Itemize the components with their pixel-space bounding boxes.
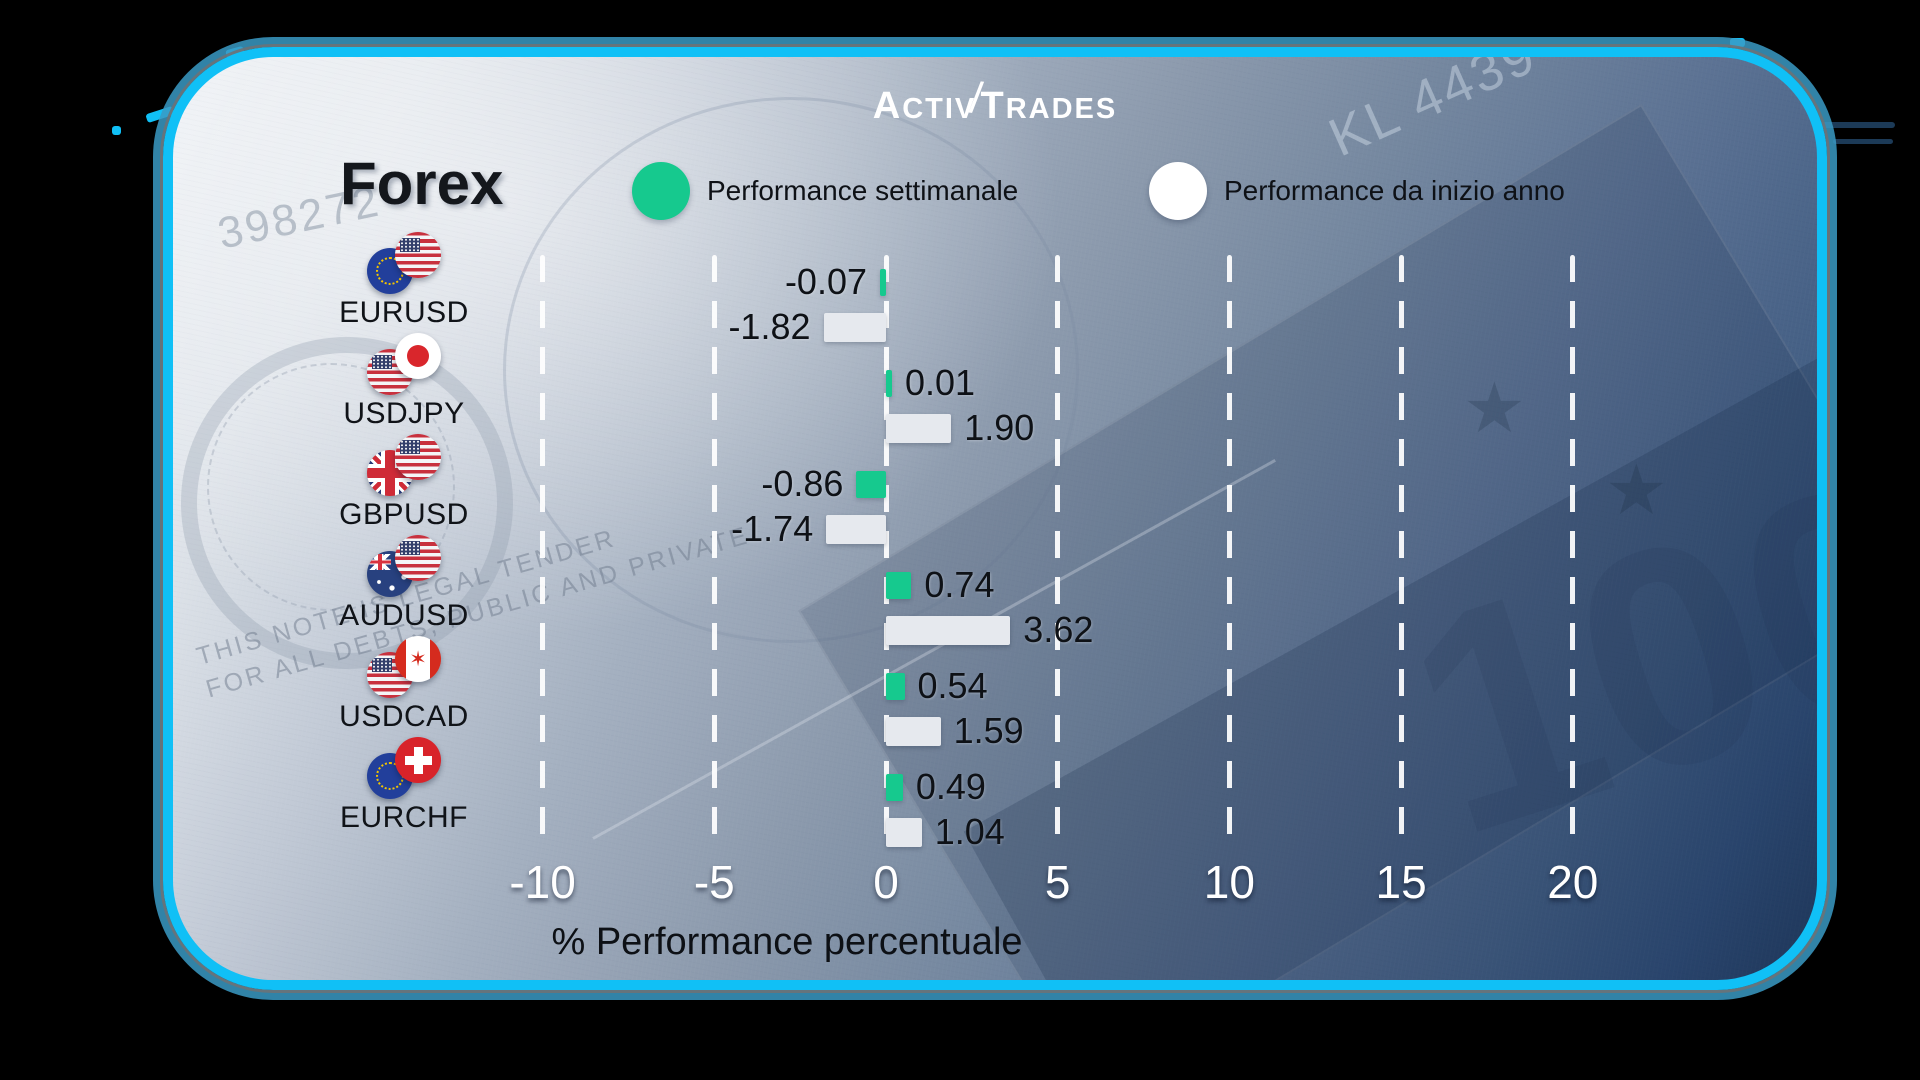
pair-label: EURUSD <box>339 296 469 329</box>
forex-performance-card: 398272 KL 4439 THIS NOTE IS LEGAL TENDER… <box>163 47 1827 990</box>
pair-header: EURUSD <box>329 232 479 330</box>
axis-tick-label: 15 <box>1375 856 1427 908</box>
bar-value-label: 1.59 <box>953 710 1024 751</box>
flag-pair-icon <box>367 535 441 597</box>
us-flag-icon <box>395 232 441 278</box>
weekly-bar <box>880 269 886 296</box>
gridline <box>1570 255 1576 845</box>
chart-row: EURCHF 0.49 1.04 <box>173 737 1817 850</box>
cyan-speck <box>1730 38 1745 47</box>
card-canvas: 398272 KL 4439 THIS NOTE IS LEGAL TENDER… <box>173 57 1817 980</box>
chart-row: AUDUSD 0.74 3.62 <box>173 535 1817 648</box>
bar-value-label: 0.49 <box>915 766 986 807</box>
legend-label: Performance settimanale <box>707 175 1019 206</box>
axis-tick-label: 10 <box>1203 856 1255 908</box>
bar-value-label: -1.82 <box>728 306 811 347</box>
bar-value-label: 1.04 <box>934 811 1005 852</box>
pair-label: GBPUSD <box>339 498 469 531</box>
ch-flag-icon <box>395 737 441 783</box>
gridline <box>711 255 717 845</box>
gridline <box>1055 255 1061 845</box>
legend-label: Performance da inizio anno <box>1224 175 1565 206</box>
page-title: Forex <box>340 150 504 217</box>
ytd-bar <box>886 414 952 443</box>
bar-value-label: -0.86 <box>761 463 844 504</box>
chart-row: ✶ USDCAD 0.54 1.59 <box>173 636 1817 749</box>
activtrades-logo: Activ/Trades <box>173 73 1817 129</box>
axis-tick-label: 20 <box>1547 856 1599 908</box>
logo-text-trades: Trades <box>980 85 1118 127</box>
bar-value-label: -1.74 <box>731 508 814 549</box>
gridline <box>1398 255 1404 845</box>
gridline <box>1226 255 1232 845</box>
flag-pair-icon <box>367 333 441 395</box>
pair-header: ✶ USDCAD <box>329 636 479 734</box>
weekly-bar <box>886 774 903 801</box>
bar-value-label: 0.54 <box>917 665 988 706</box>
bar-value-label: 0.01 <box>905 362 976 403</box>
blue-streak <box>1815 122 1895 128</box>
legend-item-weekly: Performance settimanale <box>632 162 1018 220</box>
x-axis-title: % Performance percentuale <box>551 921 1023 963</box>
weekly-legend-dot-icon <box>632 162 690 220</box>
bar-value-label: 3.62 <box>1023 609 1094 650</box>
bar-value-label: 1.90 <box>964 407 1035 448</box>
pair-label: USDJPY <box>343 397 465 430</box>
us-flag-icon <box>395 434 441 480</box>
bar-value-label: 0.74 <box>924 564 995 605</box>
pair-header: AUDUSD <box>329 535 479 633</box>
bar-chart-plot: -10 -5 0 5 10 15 20 EURUSD -0.07 -1.82 USDJPY 0.01 1… <box>173 57 1817 980</box>
chart-row: USDJPY 0.01 1.90 <box>173 333 1817 446</box>
axis-tick-label: -10 <box>509 856 576 908</box>
pair-header: USDJPY <box>329 333 479 431</box>
blue-streak <box>1833 139 1893 144</box>
ca-flag-icon: ✶ <box>395 636 441 682</box>
axis-tick-label: -5 <box>693 856 735 908</box>
legend-item-ytd: Performance da inizio anno <box>1149 162 1565 220</box>
bar-value-label: -0.07 <box>784 261 867 302</box>
ytd-bar <box>826 515 886 544</box>
ytd-bar <box>886 818 922 847</box>
us-flag-icon <box>395 535 441 581</box>
weekly-bar <box>856 471 886 498</box>
maple-leaf-icon: ✶ <box>409 647 427 671</box>
flag-pair-icon: ✶ <box>367 636 441 698</box>
chart-row: GBPUSD -0.86 -1.74 <box>173 434 1817 547</box>
logo-text-activ: Activ <box>872 85 977 127</box>
flag-pair-icon <box>367 737 441 799</box>
gridline <box>883 255 889 845</box>
weekly-bar <box>886 572 912 599</box>
flag-pair-icon <box>367 434 441 496</box>
ytd-bar <box>886 717 941 746</box>
jp-flag-icon <box>395 333 441 379</box>
axis-tick-label: 5 <box>1044 856 1071 908</box>
axis-tick-label: 0 <box>873 856 899 908</box>
pair-label: EURCHF <box>340 801 468 834</box>
chart-row: EURUSD -0.07 -1.82 <box>173 232 1817 345</box>
weekly-bar <box>886 370 892 397</box>
weekly-bar <box>886 673 905 700</box>
pair-label: AUDUSD <box>339 599 469 632</box>
pair-header: EURCHF <box>329 737 479 835</box>
ytd-legend-dot-icon <box>1149 162 1207 220</box>
ytd-bar <box>823 313 886 342</box>
flag-pair-icon <box>367 232 441 294</box>
pair-header: GBPUSD <box>329 434 479 532</box>
chart-rows: EURUSD -0.07 -1.82 USDJPY 0.01 1.90 GBPUSD -0.8… <box>173 232 1817 850</box>
ytd-bar <box>886 616 1011 645</box>
cyan-speck <box>112 126 121 135</box>
gridline <box>540 255 546 845</box>
pair-label: USDCAD <box>339 700 469 733</box>
